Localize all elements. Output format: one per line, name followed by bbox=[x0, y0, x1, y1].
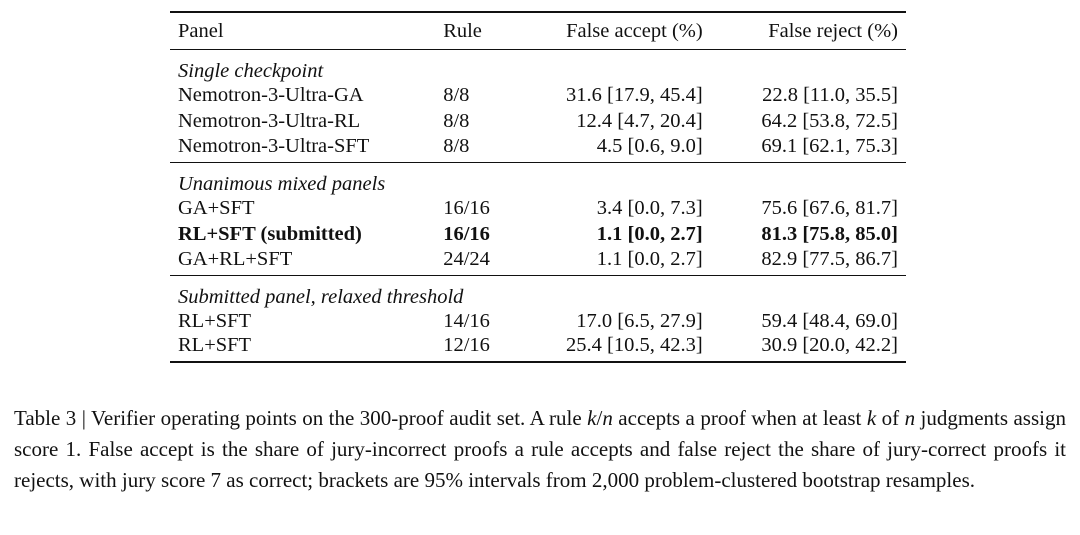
group-title: Submitted panel, relaxed threshold bbox=[178, 285, 464, 308]
table-cell: 14/16 bbox=[443, 309, 490, 332]
group-title: Unanimous mixed panels bbox=[178, 172, 386, 195]
table-cell: GA+SFT bbox=[178, 196, 255, 219]
caption-text: accepts a proof when at least bbox=[612, 406, 867, 430]
table-row: RL+SFT 14/16 17.0 [6.5, 27.9] 59.4 [48.4, 6… bbox=[170, 308, 906, 335]
caption-math: k bbox=[587, 406, 597, 430]
table-cell: RL+SFT (submitted) bbox=[178, 223, 362, 246]
table-cell: 1.1 [0.0, 2.7] bbox=[596, 247, 703, 270]
table-cell: Nemotron-3-Ultra-RL bbox=[178, 110, 361, 133]
table-cell: 25.4 [10.5, 42.3] bbox=[566, 334, 703, 356]
results-table: Panel Rule False accept (%) False reject… bbox=[170, 11, 906, 363]
table-row: GA+SFT 16/16 3.4 [0.0, 7.3] 75.6 [67.6, 81.… bbox=[170, 195, 906, 222]
table-row: Nemotron-3-Ultra-SFT 8/8 4.5 [0.6, 9.0] 69.… bbox=[170, 135, 906, 163]
caption-math: n bbox=[904, 406, 916, 430]
table-cell: 4.5 [0.6, 9.0] bbox=[596, 134, 703, 157]
table-cell: Nemotron-3-Ultra-GA bbox=[178, 83, 364, 106]
table-cell: 82.9 [77.5, 86.7] bbox=[761, 247, 898, 270]
group-row: Submitted panel, relaxed threshold bbox=[170, 275, 906, 308]
table-cell: 17.0 [6.5, 27.9] bbox=[576, 309, 703, 332]
table-row: RL+SFT (submitted) 16/16 1.1 [0.0, 2.7] 81.… bbox=[170, 221, 906, 248]
table-cell: RL+SFT bbox=[178, 334, 252, 356]
caption-math: / bbox=[596, 406, 603, 430]
table-row: RL+SFT 12/16 25.4 [10.5, 42.3] 30.9 [20.0, … bbox=[170, 334, 906, 362]
table-cell: 8/8 bbox=[443, 134, 470, 157]
header-cell: Rule bbox=[443, 19, 482, 42]
header-row: Panel Rule False accept (%) False reject… bbox=[170, 12, 906, 49]
caption-text: Table 3 | Verifier operating points on t… bbox=[14, 406, 588, 430]
table-cell: 24/24 bbox=[443, 247, 490, 270]
caption-math: k bbox=[866, 406, 877, 430]
table-cell: 16/16 bbox=[443, 196, 490, 219]
table-cell: 12.4 [4.7, 20.4] bbox=[576, 110, 703, 133]
caption: Table 3 | Verifier operating points on t… bbox=[14, 403, 1066, 495]
table-row: GA+RL+SFT 24/24 1.1 [0.0, 2.7] 82.9 [77.5, … bbox=[170, 248, 906, 276]
table-cell: 12/16 bbox=[443, 334, 490, 356]
table-cell: 8/8 bbox=[443, 110, 470, 133]
table-cell: 64.2 [53.8, 72.5] bbox=[761, 110, 898, 133]
caption-text: judgments assign score 1. False accept i… bbox=[14, 406, 1066, 492]
table-cell: 31.6 [17.9, 45.4] bbox=[566, 83, 703, 106]
caption-math: n bbox=[602, 406, 613, 430]
table-row: Nemotron-3-Ultra-GA 8/8 31.6 [17.9, 45.4] 2… bbox=[170, 82, 906, 109]
table-cell: 16/16 bbox=[443, 223, 490, 246]
table-cell: 3.4 [0.0, 7.3] bbox=[596, 196, 703, 219]
header-cell: Panel bbox=[178, 19, 224, 42]
table-cell: 22.8 [11.0, 35.5] bbox=[762, 83, 898, 106]
table-cell: 69.1 [62.1, 75.3] bbox=[761, 134, 898, 157]
header-cell: False reject (%) bbox=[768, 19, 898, 42]
table-cell: 8/8 bbox=[443, 83, 470, 106]
table-cell: 75.6 [67.6, 81.7] bbox=[761, 196, 898, 219]
table-row: Nemotron-3-Ultra-RL 8/8 12.4 [4.7, 20.4] 64… bbox=[170, 108, 906, 135]
table-cell: 59.4 [48.4, 69.0] bbox=[761, 309, 898, 332]
table-cell: GA+RL+SFT bbox=[178, 247, 293, 270]
table-cell: 1.1 [0.0, 2.7] bbox=[596, 223, 703, 246]
table-cell: RL+SFT bbox=[178, 309, 252, 332]
group-row: Single checkpoint bbox=[170, 49, 906, 82]
table-cell: 81.3 [75.8, 85.0] bbox=[761, 223, 898, 246]
header-cell: False accept (%) bbox=[566, 19, 703, 42]
group-title: Single checkpoint bbox=[178, 59, 324, 82]
caption-text: of bbox=[876, 406, 905, 430]
table-cell: 30.9 [20.0, 42.2] bbox=[761, 334, 898, 356]
table-cell: Nemotron-3-Ultra-SFT bbox=[178, 134, 370, 157]
group-row: Unanimous mixed panels bbox=[170, 162, 906, 195]
